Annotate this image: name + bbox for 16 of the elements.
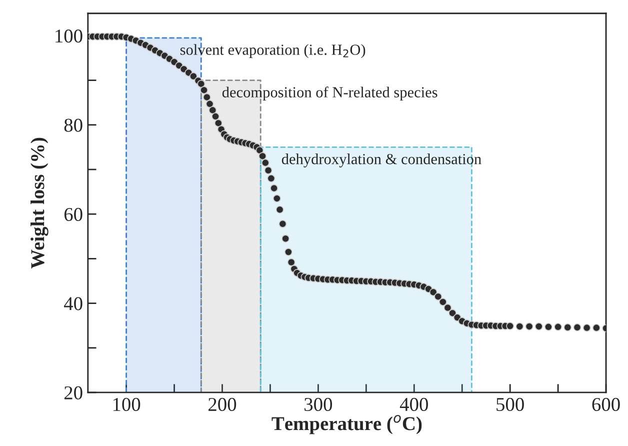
- y-tick-label: 100: [56, 29, 82, 43]
- x-tick-label: 100: [113, 398, 140, 412]
- y-axis-title: Weight loss (%): [30, 138, 48, 269]
- annotation: decomposition of N-related species: [222, 86, 438, 101]
- y-tick-label: 20: [64, 386, 82, 400]
- y-tick-label: 60: [64, 208, 82, 222]
- x-axis-title: Temperature ($^{o}$C): [272, 414, 422, 434]
- y-tick-label: 80: [64, 118, 82, 132]
- annotation: solvent evaporation (i.e. H$_{2}$O): [180, 44, 366, 58]
- annotation: dehydroxylation & condensation: [282, 154, 482, 168]
- x-tick-label: 400: [400, 398, 428, 412]
- x-tick-label: 600: [592, 398, 620, 412]
- x-tick-label: 200: [208, 398, 236, 412]
- x-tick-label: 300: [304, 398, 332, 412]
- x-tick-label: 500: [496, 398, 524, 412]
- y-tick-label: 40: [64, 297, 82, 310]
